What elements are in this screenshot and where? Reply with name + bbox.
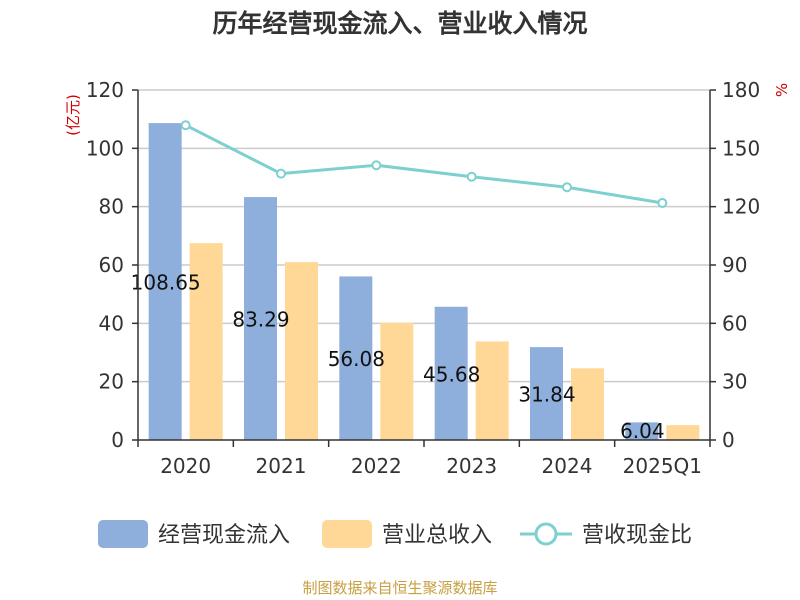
axis-layer: 0 20 40 60 80 100 120 0 30 60 90 120 150 180 2020 2021 2… [86, 78, 760, 478]
bar-total-revenue [285, 262, 318, 440]
left-tick-label: 120 [86, 78, 124, 102]
bar-cash-inflow [434, 306, 468, 440]
bar-layer [148, 123, 700, 441]
ratio-point [180, 120, 191, 131]
right-tick-label: 90 [722, 253, 747, 277]
x-tick-label: 2023 [446, 454, 497, 478]
left-tick-label: 20 [99, 370, 124, 394]
x-tick-label: 2025Q1 [623, 454, 702, 478]
ratio-point [466, 171, 477, 182]
right-tick-label: 0 [722, 428, 735, 452]
bar-label-cash-inflow: 31.84 [518, 383, 575, 407]
right-tick-label: 180 [722, 78, 760, 102]
legend-swatch-cash-inflow [98, 520, 148, 548]
legend-label-total-revenue: 营业总收入 [382, 523, 492, 548]
bar-label-cash-inflow: 45.68 [423, 362, 480, 386]
left-tick-label: 80 [99, 195, 124, 219]
legend-swatch-total-revenue [322, 520, 372, 548]
ratio-point [276, 168, 286, 179]
legend-label-ratio: 营收现金比 [582, 523, 692, 548]
legend-marker-ratio [534, 522, 558, 546]
right-tick-label: 120 [722, 195, 760, 219]
left-tick-label: 40 [99, 311, 124, 335]
bar-total-revenue [475, 341, 509, 440]
x-tick-label: 2024 [542, 454, 593, 478]
chart-title: 历年经营现金流入、营业收入情况 [212, 9, 587, 38]
ratio-point [657, 197, 668, 208]
legend: 经营现金流入 营业总收入 营收现金比 [98, 520, 692, 548]
left-axis-unit: (亿元) [64, 94, 82, 136]
left-tick-label: 100 [86, 136, 124, 160]
bar-label-cash-inflow: 108.65 [131, 271, 201, 295]
bar-cash-inflow [625, 422, 659, 440]
bar-label-cash-inflow: 6.04 [620, 419, 665, 443]
bar-total-revenue [189, 243, 223, 440]
bar-total-revenue [571, 368, 604, 440]
bar-cash-inflow [244, 197, 277, 440]
right-tick-label: 30 [722, 370, 747, 394]
bar-label-layer: 108.65 83.29 56.08 45.68 31.84 6.04 [131, 271, 665, 443]
ratio-point [562, 182, 572, 193]
bar-cash-inflow [339, 276, 373, 440]
left-tick-label: 0 [111, 428, 124, 452]
right-axis-unit: % [773, 83, 791, 97]
left-tick-label: 60 [99, 253, 124, 277]
bar-label-cash-inflow: 83.29 [232, 308, 289, 332]
legend-label-cash-inflow: 经营现金流入 [158, 523, 290, 548]
bar-label-cash-inflow: 56.08 [328, 347, 385, 371]
ratio-point [371, 160, 382, 171]
bar-cash-inflow [148, 123, 182, 441]
x-tick-label: 2020 [160, 454, 211, 478]
bar-total-revenue [380, 322, 414, 440]
source-note: 制图数据来自恒生聚源数据库 [302, 579, 497, 597]
x-tick-label: 2021 [256, 454, 307, 478]
right-tick-label: 60 [722, 311, 747, 335]
x-tick-label: 2022 [351, 454, 402, 478]
grid-layer [138, 89, 710, 383]
bar-total-revenue [666, 425, 700, 440]
line-layer [180, 120, 668, 208]
right-tick-label: 150 [722, 136, 760, 160]
bar-cash-inflow [530, 347, 563, 440]
ratio-line [184, 123, 663, 205]
